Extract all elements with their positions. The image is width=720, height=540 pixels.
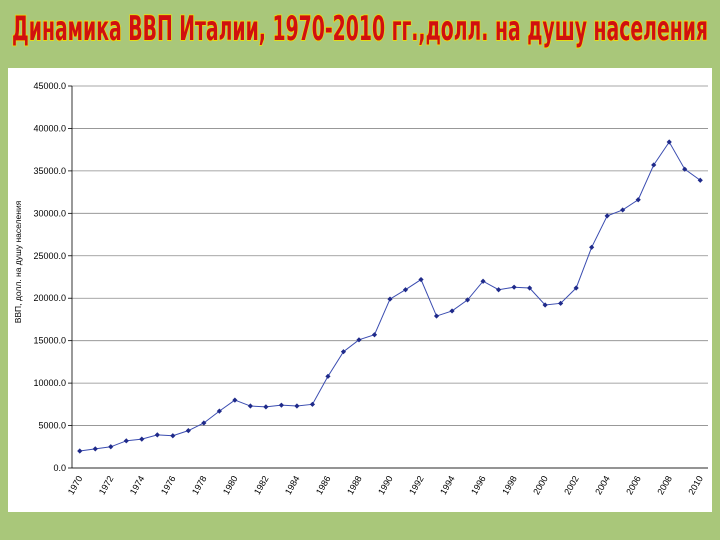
data-marker [682, 166, 688, 172]
data-marker [697, 177, 703, 183]
data-marker [651, 162, 657, 168]
data-marker [604, 213, 610, 219]
data-marker [294, 403, 300, 409]
data-marker [480, 278, 486, 284]
data-marker [77, 448, 83, 454]
data-marker [108, 444, 114, 450]
data-marker [558, 300, 564, 306]
data-marker [123, 438, 129, 444]
y-tick-label: 25000.0 [33, 251, 66, 261]
data-marker [418, 276, 424, 283]
y-tick-label: 5000.0 [38, 421, 66, 431]
data-marker [620, 207, 626, 213]
data-marker [340, 349, 347, 355]
data-marker [464, 297, 471, 303]
data-marker [201, 420, 207, 426]
data-marker [527, 285, 533, 291]
data-marker [356, 337, 362, 343]
data-marker [495, 287, 502, 293]
data-marker [139, 436, 145, 442]
y-tick-label: 20000.0 [33, 293, 66, 303]
data-marker [309, 401, 316, 407]
y-tick-label: 15000.0 [33, 336, 66, 346]
y-tick-label: 40000.0 [33, 123, 66, 133]
data-marker [371, 332, 378, 338]
y-tick-label: 0.0 [53, 463, 66, 473]
y-tick-label: 30000.0 [33, 208, 66, 218]
data-marker [573, 285, 579, 291]
data-marker [449, 308, 455, 314]
data-marker [278, 402, 285, 408]
data-marker [185, 428, 191, 434]
data-marker [154, 432, 160, 438]
data-marker [216, 408, 222, 414]
y-tick-label: 35000.0 [33, 166, 66, 176]
data-marker [542, 302, 548, 308]
data-marker [433, 313, 440, 319]
chart-title: Динамика ВВП Италии, 1970-2010 гг.,долл.… [12, 9, 708, 49]
data-marker [666, 139, 672, 145]
data-marker [232, 397, 238, 403]
chart-panel [8, 68, 712, 512]
y-axis-title: ВВП, долл. на душу населения [13, 200, 23, 323]
data-marker [589, 244, 595, 250]
data-marker [511, 284, 517, 290]
data-marker [325, 373, 331, 379]
data-marker [263, 404, 269, 410]
y-tick-label: 45000.0 [33, 81, 66, 91]
data-marker [170, 433, 176, 439]
y-tick-label: 10000.0 [33, 378, 66, 388]
data-marker [635, 197, 641, 203]
data-marker [402, 287, 409, 293]
data-marker [92, 446, 98, 452]
data-marker [387, 296, 393, 302]
data-marker [247, 403, 253, 409]
